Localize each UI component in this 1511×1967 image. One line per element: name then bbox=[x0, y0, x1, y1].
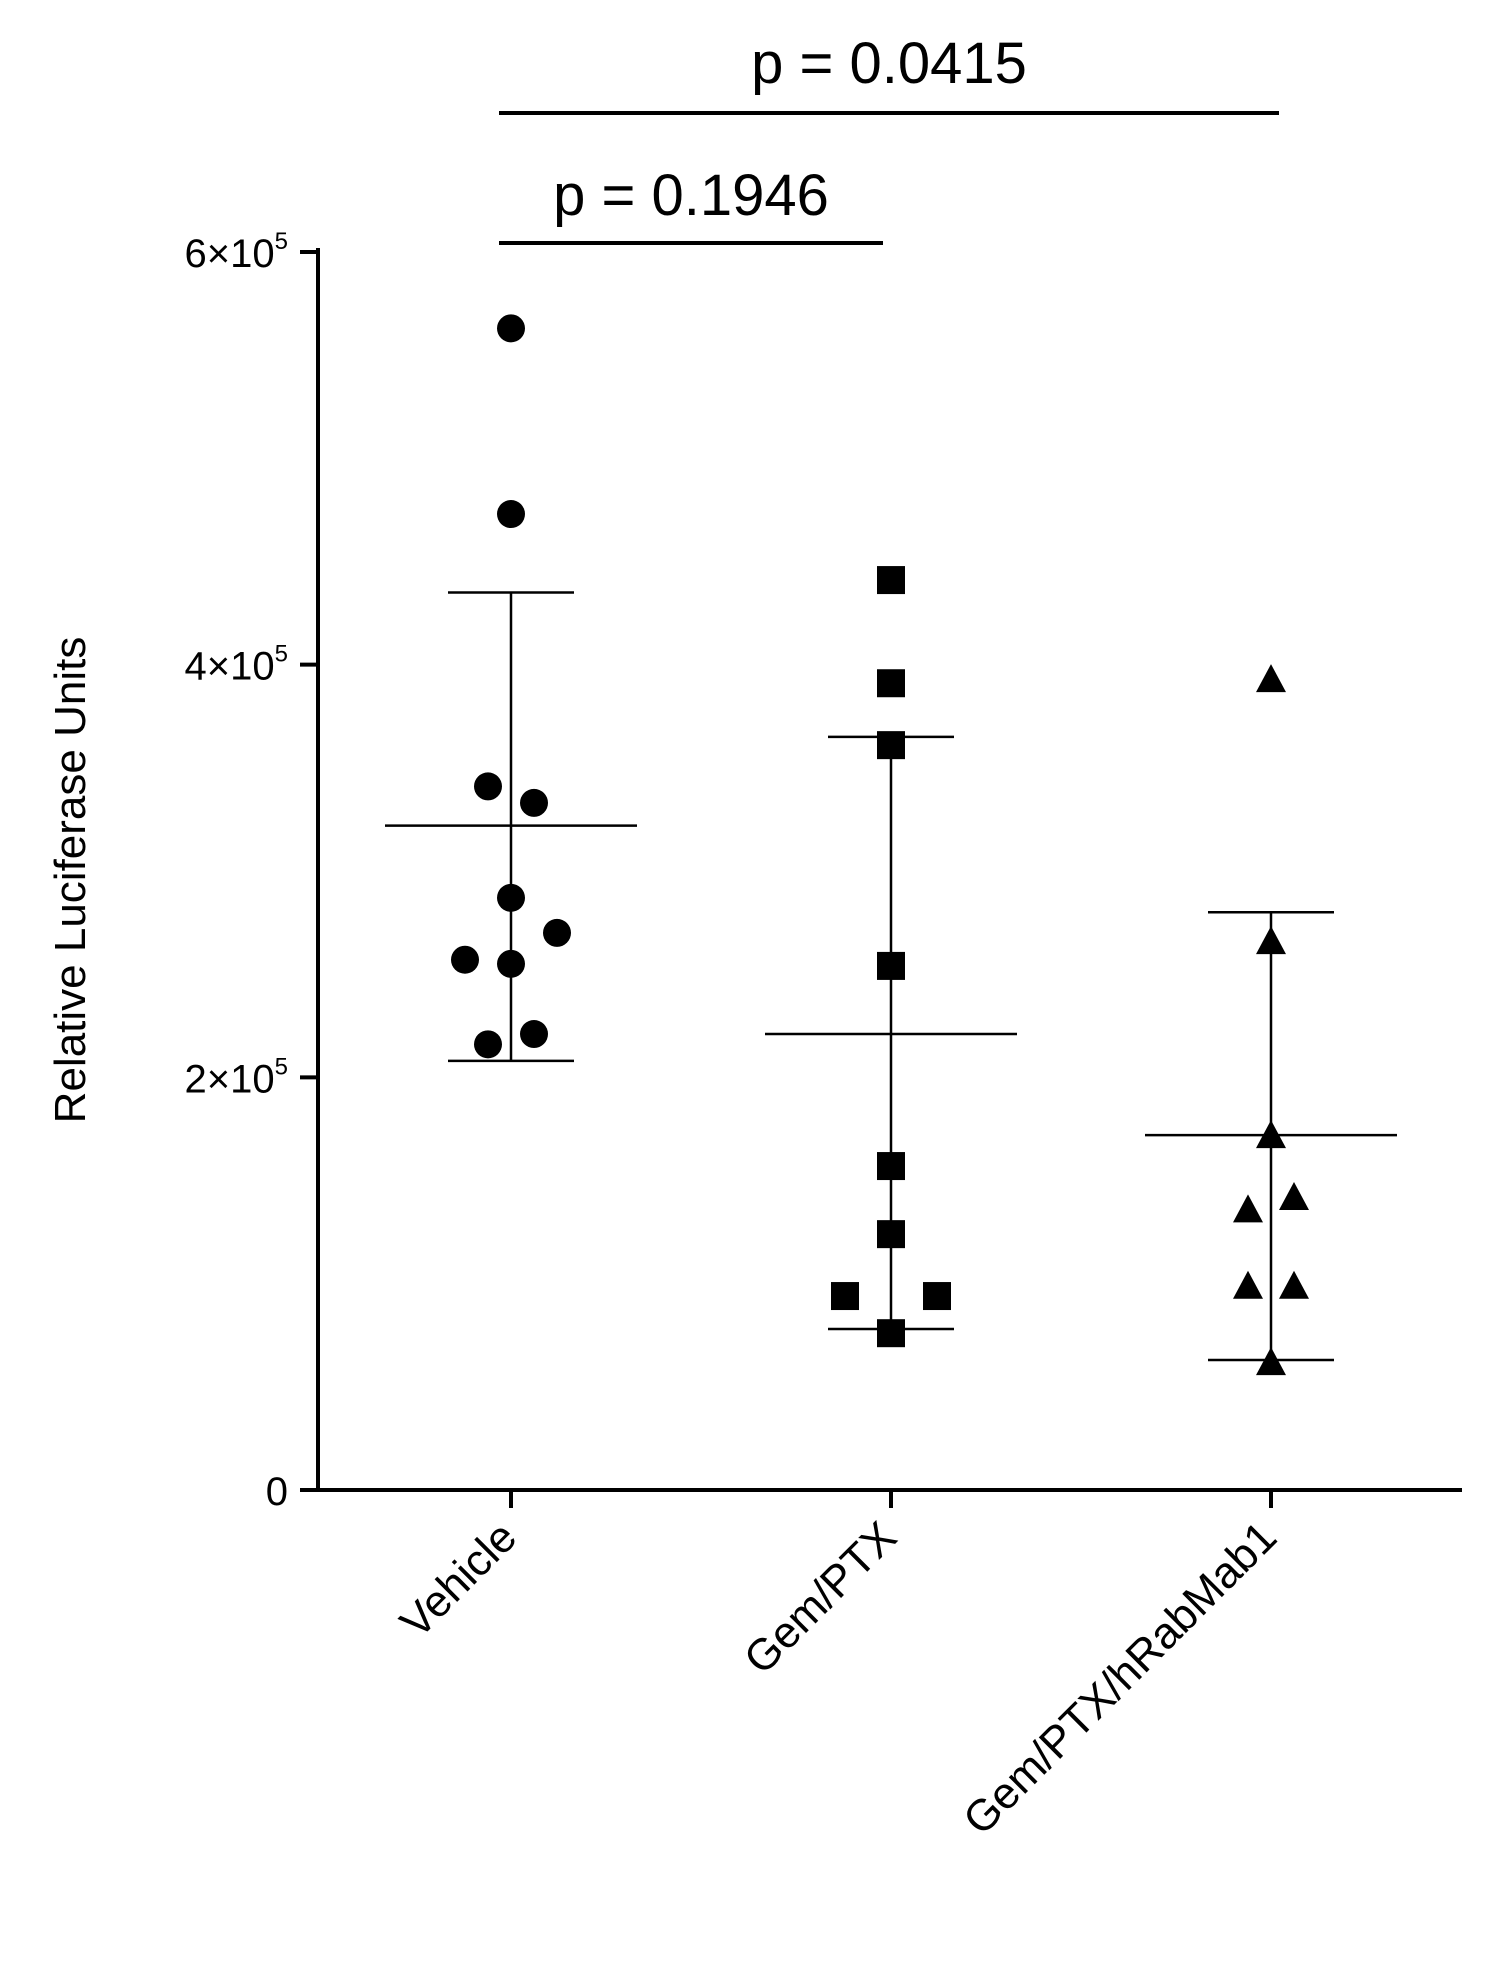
point-1-3 bbox=[877, 951, 905, 980]
point-1-2 bbox=[877, 731, 905, 760]
comparison-pvalue-0: p = 0.0415 bbox=[751, 31, 1027, 96]
point-0-5 bbox=[543, 918, 571, 947]
y-tick-exponent: 5 bbox=[275, 228, 288, 255]
x-axis: Vehicle Gem/PTX Gem/PTX/hRabMab1 bbox=[316, 1488, 1462, 1844]
y-tick-mantissa: 6×10 bbox=[185, 232, 275, 276]
point-0-1 bbox=[497, 500, 525, 529]
point-0-2 bbox=[474, 772, 502, 801]
y-tick-exponent: 5 bbox=[275, 641, 288, 668]
y-tick-label-1: 2×105 bbox=[185, 1053, 288, 1101]
point-0-4 bbox=[497, 883, 525, 912]
point-1-4 bbox=[877, 1152, 905, 1181]
point-2-7 bbox=[1256, 1347, 1286, 1376]
point-2-1 bbox=[1256, 926, 1286, 955]
point-2-5 bbox=[1233, 1270, 1263, 1299]
y-tick-mantissa: 4×10 bbox=[185, 645, 275, 689]
point-1-7 bbox=[923, 1282, 951, 1311]
comparison-pvalue-1: p = 0.1946 bbox=[553, 163, 829, 228]
point-1-5 bbox=[877, 1220, 905, 1249]
y-tick-mantissa: 2×10 bbox=[185, 1057, 275, 1101]
point-2-0 bbox=[1256, 664, 1286, 693]
point-1-6 bbox=[831, 1282, 859, 1311]
y-axis-title: Relative Luciferase Units bbox=[46, 637, 95, 1124]
point-0-8 bbox=[474, 1030, 502, 1059]
point-0-7 bbox=[497, 949, 525, 978]
y-tick-label-2: 4×105 bbox=[185, 641, 288, 689]
y-tick-label-3: 6×105 bbox=[185, 228, 288, 276]
data-points bbox=[451, 314, 1309, 1376]
y-tick-label-0: 0 bbox=[266, 1470, 288, 1514]
x-category-label-0: Vehicle bbox=[391, 1512, 526, 1647]
point-0-0 bbox=[497, 314, 525, 343]
point-1-1 bbox=[877, 669, 905, 698]
x-category-label-1: Gem/PTX bbox=[735, 1512, 906, 1683]
point-1-0 bbox=[877, 566, 905, 595]
point-1-8 bbox=[877, 1319, 905, 1348]
point-0-6 bbox=[451, 945, 479, 974]
point-2-4 bbox=[1233, 1194, 1263, 1223]
point-0-9 bbox=[520, 1020, 548, 1049]
x-category-label-2: Gem/PTX/hRabMab1 bbox=[954, 1512, 1286, 1844]
significance-brackets: p = 0.0415 p = 0.1946 bbox=[499, 31, 1279, 245]
point-2-6 bbox=[1279, 1270, 1309, 1299]
point-0-3 bbox=[520, 788, 548, 817]
point-2-2 bbox=[1256, 1120, 1286, 1149]
y-tick-exponent: 5 bbox=[275, 1053, 288, 1080]
y-tick-mantissa: 0 bbox=[266, 1470, 288, 1514]
point-2-3 bbox=[1279, 1182, 1309, 1211]
